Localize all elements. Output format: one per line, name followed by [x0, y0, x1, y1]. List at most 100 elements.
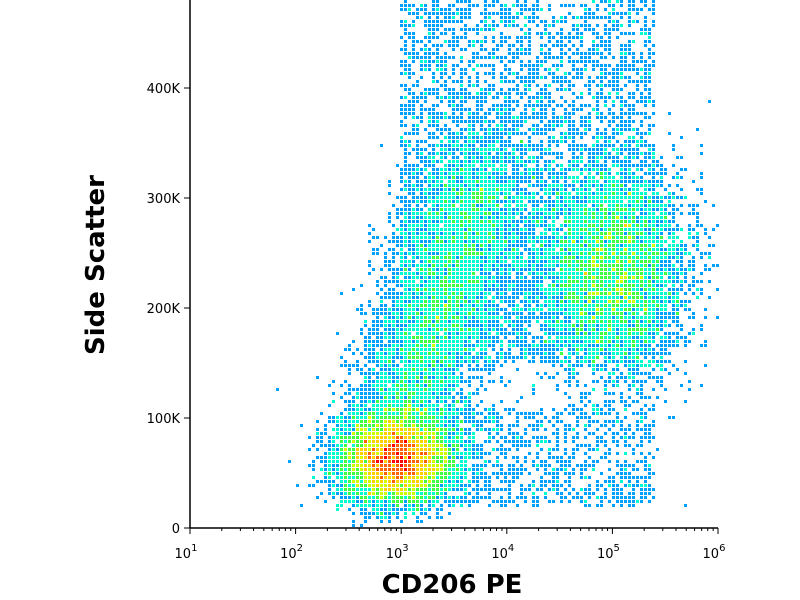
- density-cell: [508, 200, 511, 203]
- density-cell: [416, 224, 419, 227]
- density-cell: [612, 132, 615, 135]
- density-cell: [496, 160, 499, 163]
- density-cell: [452, 156, 455, 159]
- density-cell: [352, 436, 355, 439]
- density-cell: [384, 296, 387, 299]
- density-cell: [376, 476, 379, 479]
- density-cell: [632, 220, 635, 223]
- density-cell: [424, 412, 427, 415]
- density-cell: [368, 472, 371, 475]
- density-cell: [612, 256, 615, 259]
- density-cell: [604, 188, 607, 191]
- density-cell: [452, 308, 455, 311]
- density-cell: [672, 320, 675, 323]
- density-cell: [416, 484, 419, 487]
- density-cell: [540, 296, 543, 299]
- density-cell: [448, 272, 451, 275]
- density-cell: [564, 268, 567, 271]
- density-cell: [352, 460, 355, 463]
- density-cell: [484, 244, 487, 247]
- density-cell: [588, 280, 591, 283]
- density-cell: [380, 508, 383, 511]
- density-cell: [608, 292, 611, 295]
- density-cell: [468, 368, 471, 371]
- density-cell: [376, 420, 379, 423]
- density-cell: [452, 396, 455, 399]
- density-cell: [624, 204, 627, 207]
- density-cell: [580, 204, 583, 207]
- density-cell: [392, 348, 395, 351]
- density-cell: [436, 244, 439, 247]
- density-cell: [436, 224, 439, 227]
- density-cell: [632, 380, 635, 383]
- density-cell: [548, 260, 551, 263]
- density-cell: [616, 248, 619, 251]
- density-cell: [368, 420, 371, 423]
- density-cell: [340, 452, 343, 455]
- density-cell: [384, 252, 387, 255]
- density-cell: [436, 308, 439, 311]
- density-cell: [648, 260, 651, 263]
- density-cell: [636, 272, 639, 275]
- density-cell: [588, 352, 591, 355]
- density-cell: [688, 252, 691, 255]
- density-cell: [500, 216, 503, 219]
- density-cell: [444, 292, 447, 295]
- density-cell: [556, 384, 559, 387]
- density-cell: [592, 300, 595, 303]
- density-cell: [624, 404, 627, 407]
- density-cell: [488, 120, 491, 123]
- density-cell: [412, 508, 415, 511]
- density-cell: [408, 356, 411, 359]
- density-cell: [612, 228, 615, 231]
- density-cell: [416, 408, 419, 411]
- density-cell: [596, 252, 599, 255]
- density-cell: [640, 224, 643, 227]
- density-cell: [592, 264, 595, 267]
- density-cell: [472, 204, 475, 207]
- density-cell: [348, 476, 351, 479]
- density-cell: [480, 276, 483, 279]
- density-cell: [384, 332, 387, 335]
- density-cell: [460, 248, 463, 251]
- density-cell: [376, 504, 379, 507]
- density-cell: [620, 208, 623, 211]
- density-cell: [376, 340, 379, 343]
- density-cell: [424, 508, 427, 511]
- density-cell: [396, 340, 399, 343]
- density-cell: [676, 300, 679, 303]
- density-cell: [424, 476, 427, 479]
- density-cell: [636, 392, 639, 395]
- density-cell: [580, 292, 583, 295]
- density-cell: [632, 208, 635, 211]
- density-cell: [484, 236, 487, 239]
- density-cell: [604, 164, 607, 167]
- density-cell: [364, 400, 367, 403]
- density-cell: [552, 172, 555, 175]
- density-cell: [384, 392, 387, 395]
- density-cell: [580, 344, 583, 347]
- density-cell: [472, 244, 475, 247]
- density-cell: [676, 176, 679, 179]
- density-cell: [436, 428, 439, 431]
- density-cell: [448, 192, 451, 195]
- density-cell: [492, 308, 495, 311]
- density-cell: [500, 380, 503, 383]
- density-cell: [480, 244, 483, 247]
- density-cell: [336, 468, 339, 471]
- density-cell: [544, 312, 547, 315]
- density-cell: [536, 208, 539, 211]
- density-cell: [636, 372, 639, 375]
- density-cell: [656, 316, 659, 319]
- density-cell: [388, 372, 391, 375]
- density-cell: [420, 500, 423, 503]
- density-cell: [464, 400, 467, 403]
- density-cell: [572, 352, 575, 355]
- density-cell: [432, 268, 435, 271]
- density-cell: [412, 184, 415, 187]
- density-cell: [624, 236, 627, 239]
- density-cell: [660, 260, 663, 263]
- density-cell: [556, 244, 559, 247]
- density-cell: [408, 232, 411, 235]
- density-cell: [372, 432, 375, 435]
